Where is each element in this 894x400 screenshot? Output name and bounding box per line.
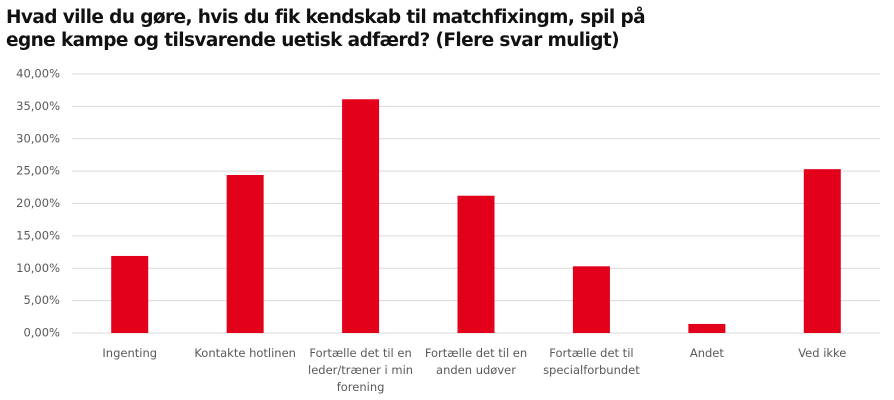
- y-tick-label: 15,00%: [16, 228, 60, 242]
- x-tick-label: Fortælle det til specialforbundet: [543, 346, 640, 377]
- x-tick-label: Fortælle det til en anden udøver: [425, 346, 527, 377]
- y-tick-label: 10,00%: [16, 261, 60, 275]
- chart-title: Hvad ville du gøre, hvis du fik kendskab…: [6, 7, 646, 51]
- x-tick-label: Ved ikke: [798, 346, 846, 360]
- bar: [803, 169, 841, 333]
- x-tick-label: Kontakte hotlinen: [194, 346, 296, 360]
- x-tick-label: Ingenting: [102, 346, 157, 360]
- x-tick-label: Andet: [690, 346, 725, 360]
- bar: [226, 175, 264, 333]
- y-tick-label: 25,00%: [16, 164, 60, 178]
- bar: [457, 195, 495, 333]
- y-tick-label: 20,00%: [16, 196, 60, 210]
- bar: [572, 266, 610, 333]
- bar: [111, 255, 149, 333]
- bar: [342, 99, 380, 333]
- y-tick-label: 35,00%: [16, 99, 60, 113]
- y-tick-label: 30,00%: [16, 131, 60, 145]
- y-tick-label: 5,00%: [23, 293, 60, 307]
- y-tick-label: 0,00%: [23, 326, 60, 340]
- bar: [688, 323, 726, 333]
- x-tick-label: Fortælle det til en leder/træner i min for…: [308, 346, 413, 394]
- y-tick-label: 40,00%: [16, 67, 60, 81]
